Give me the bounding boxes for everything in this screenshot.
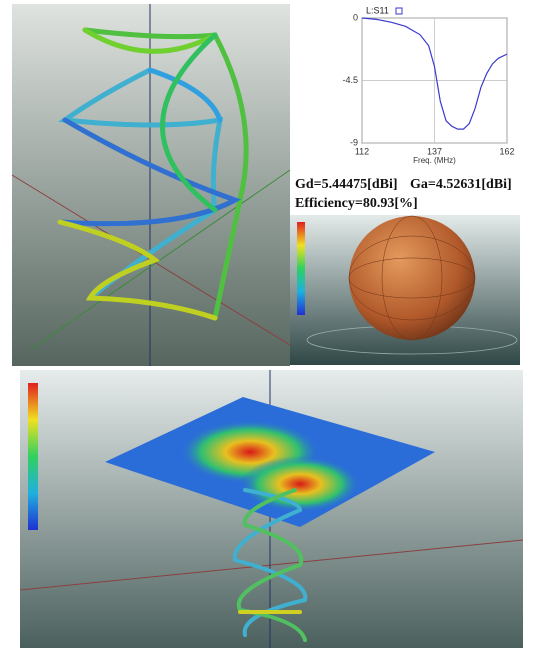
y-tick-label: 0 [353, 12, 358, 22]
efficiency-value: Efficiency=80.93[%] [295, 196, 418, 211]
pattern-render [290, 215, 520, 365]
x-tick-label: 112 [355, 146, 369, 156]
x-tick-label: 162 [499, 146, 514, 156]
x-tick-label: 137 [427, 146, 442, 156]
y-tick-label: -9 [350, 137, 358, 147]
legend-label: L:S11 [366, 5, 389, 15]
antenna-render [11, 4, 291, 366]
y-tick-label: -4.5 [342, 75, 358, 85]
x-axis-label: Freq. (MHz) [413, 156, 456, 165]
legend-swatch [395, 7, 403, 15]
nearfield-render [19, 370, 524, 648]
ga-value: Ga=4.52631[dBi] [410, 177, 512, 192]
series-line [361, 17, 508, 130]
gd-value: Gd=5.44475[dBi] [295, 177, 398, 192]
